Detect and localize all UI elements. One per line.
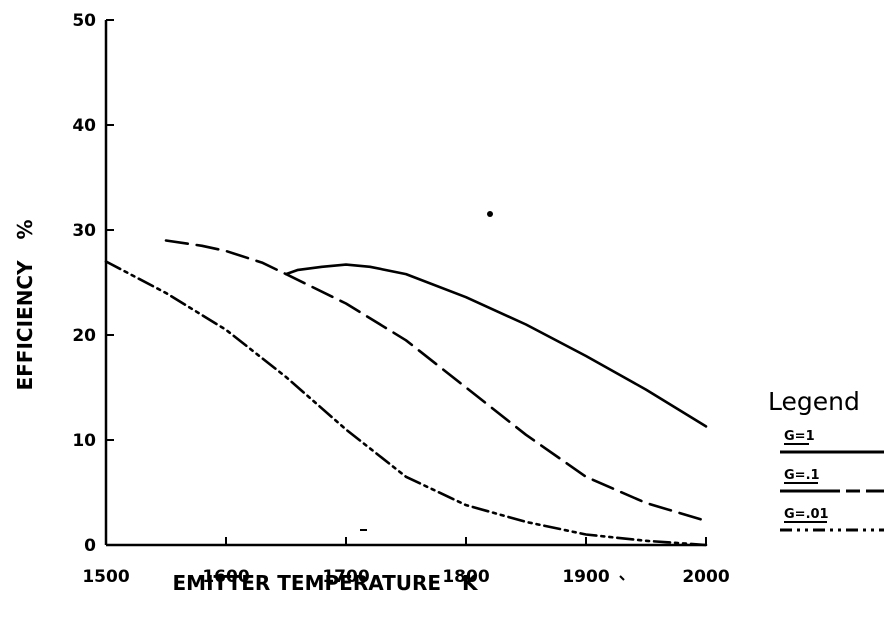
legend-items: G=1 G=.1 G=.01 [780, 429, 884, 532]
scan-speck [619, 575, 625, 581]
axes [104, 20, 706, 547]
x-tick-label: 2000 [682, 567, 729, 587]
y-tick-label: 20 [72, 326, 96, 346]
y-tick-label: 10 [72, 431, 96, 451]
y-tick-label: 30 [72, 221, 96, 241]
y-axis-title: EFFICIENCY % [13, 219, 37, 390]
series-line-g01 [104, 260, 708, 547]
legend-label: G=.1 [784, 468, 820, 483]
x-tick-label: 1500 [82, 567, 129, 587]
legend-label: G=.01 [784, 507, 829, 522]
x-tick-label: 1600 [202, 567, 249, 587]
series-line-g1 [284, 263, 708, 428]
x-axis-title: EMITTER TEMPERATURE K [173, 571, 479, 595]
x-ticks: 1500 1600 1700 1800 1900 2000 [82, 537, 730, 587]
legend-label: G=1 [784, 429, 815, 444]
x-tick-label: 1700 [322, 567, 369, 587]
scan-speck [487, 211, 493, 217]
legend-title: Legend [768, 387, 860, 416]
x-tick-label: 1900 [562, 567, 609, 587]
legend: Legend G=1 G=.1 G=.01 [768, 387, 884, 532]
x-tick-label: 1800 [442, 567, 489, 587]
series-line-g1 [164, 239, 708, 523]
y-ticks: 0 10 20 30 40 50 [72, 11, 114, 556]
y-tick-label: 0 [84, 536, 96, 556]
y-tick-label: 50 [72, 11, 96, 31]
y-tick-label: 40 [72, 116, 96, 136]
series-layer [104, 239, 708, 547]
